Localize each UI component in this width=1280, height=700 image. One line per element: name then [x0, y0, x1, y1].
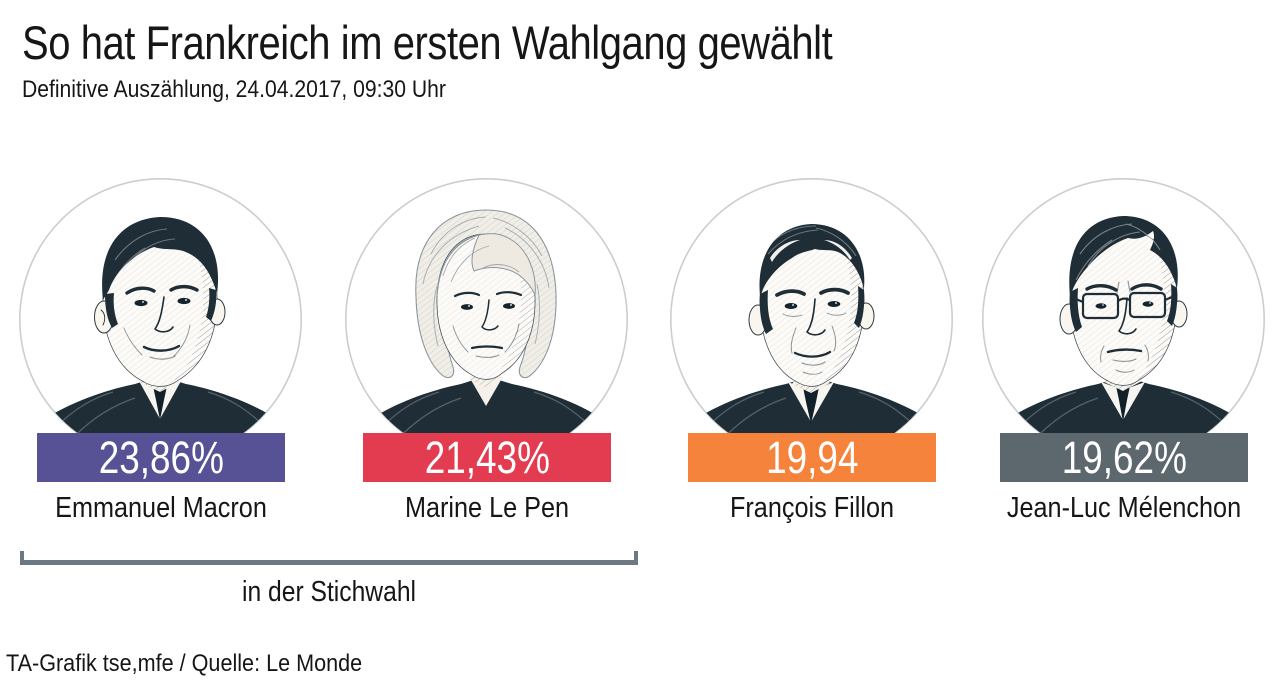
mouth	[793, 350, 832, 358]
candidate-name-macron: Emmanuel Macron	[55, 492, 267, 524]
eye	[134, 299, 148, 307]
candidate-column-lepen: 21,43% Marine Le Pen	[327, 0, 647, 700]
portrait-jean-luc-melenchon-icon	[982, 178, 1265, 461]
portrait-marine-le-pen-icon	[345, 178, 628, 461]
page-subtitle: Definitive Auszählung, 24.04.2017, 09:30…	[22, 76, 446, 103]
nose	[1118, 297, 1137, 335]
result-value-melenchon: 19,62%	[1061, 432, 1187, 483]
mouth	[1106, 348, 1143, 354]
mouth	[470, 345, 504, 350]
result-bar-fillon: 19,94	[688, 433, 936, 482]
nose	[154, 296, 174, 333]
tie	[153, 386, 167, 420]
result-bar-lepen: 21,43%	[363, 433, 611, 482]
eyebrow	[775, 289, 806, 297]
result-value-fillon: 19,94	[765, 432, 859, 483]
portrait-jean-luc-melenchon	[980, 176, 1267, 463]
result-bar-macron: 23,86%	[37, 433, 285, 482]
mouth	[142, 344, 181, 352]
result-value-lepen: 21,43%	[424, 432, 550, 483]
candidate-name-lepen: Marine Le Pen	[404, 492, 570, 524]
portrait-francois-fillon-icon	[670, 178, 953, 461]
eyebrow	[125, 286, 156, 295]
fringe	[436, 233, 536, 297]
portrait-emmanuel-macron-icon	[19, 178, 302, 461]
hair	[759, 224, 865, 296]
candidate-column-melenchon: 19,62% Jean-Luc Mélenchon	[964, 0, 1280, 700]
candidate-column-macron: 23,86% Emmanuel Macron	[1, 0, 321, 700]
result-value-macron: 23,86%	[98, 432, 224, 483]
page-title: So hat Frankreich im ersten Wahlgang gew…	[22, 16, 833, 69]
hair	[102, 217, 219, 300]
eye	[784, 303, 798, 309]
portrait-marine-le-pen	[343, 176, 630, 463]
tie	[803, 387, 819, 424]
tie	[1116, 386, 1130, 422]
runoff-bracket	[20, 551, 638, 565]
candidate-name-fillon: François Fillon	[729, 492, 895, 524]
eye	[1095, 303, 1107, 309]
eye	[461, 304, 473, 310]
glasses	[1070, 291, 1178, 320]
nose	[481, 299, 499, 331]
nose	[806, 298, 826, 336]
eyebrow	[453, 291, 481, 298]
portrait-francois-fillon	[668, 176, 955, 463]
runoff-bracket-label: in der Stichwahl	[241, 576, 417, 608]
hair-strands	[422, 216, 550, 347]
neckline	[471, 380, 501, 406]
portrait-emmanuel-macron	[17, 176, 304, 463]
candidate-column-fillon: 19,94 François Fillon	[652, 0, 972, 700]
source-credit: TA-Grafik tse,mfe / Quelle: Le Monde	[6, 650, 363, 677]
candidate-name-melenchon: Jean-Luc Mélenchon	[1006, 492, 1242, 524]
eyebrow	[1085, 284, 1118, 292]
result-bar-melenchon: 19,62%	[1000, 433, 1248, 482]
hair	[1069, 216, 1178, 296]
